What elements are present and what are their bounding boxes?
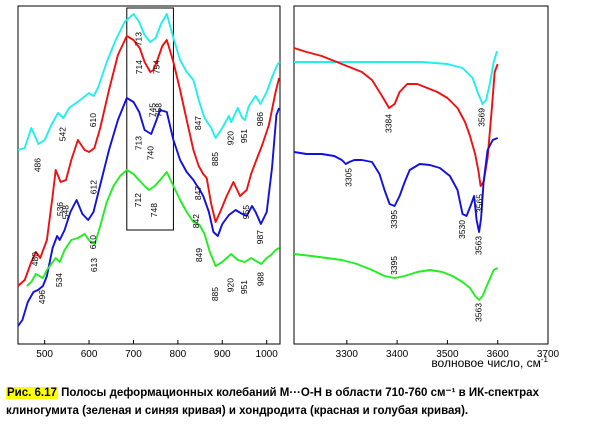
peak-label: 3569 <box>476 108 486 127</box>
right-series-green <box>293 253 499 301</box>
right-panel: 3300 3400 3500 3600 3700 3384 3569 3305 3565 3395… <box>293 5 560 360</box>
left-x-tick: 500 <box>36 340 53 360</box>
x-axis-title-superscript: -1 <box>541 355 549 364</box>
peak-label: 3563 <box>473 236 483 255</box>
figure-number: Рис. 6.17 <box>6 387 58 399</box>
peak-label: 986 <box>255 112 265 126</box>
peak-label: 951 <box>239 129 249 143</box>
peak-label: 534 <box>54 273 64 287</box>
right-series-red <box>293 47 499 187</box>
peak-label: 480 <box>30 252 40 266</box>
left-series-blue <box>17 97 280 327</box>
peak-label: 847 <box>193 116 203 130</box>
peak-label: 3563 <box>473 303 483 322</box>
left-series-green <box>26 169 280 287</box>
peak-label: 3395 <box>389 210 399 229</box>
peak-label: 610 <box>88 235 98 249</box>
x-tick-label: 1000 <box>256 349 279 360</box>
x-tick-label: 3700 <box>537 349 560 360</box>
peak-label: 3565 <box>474 194 484 213</box>
right-x-tick: 3600 <box>487 340 510 360</box>
right-x-tick: 3300 <box>336 340 359 360</box>
left-plot-frame <box>17 5 281 345</box>
peak-label: 920 <box>225 131 235 145</box>
highlight-region-box <box>126 7 174 231</box>
x-tick-label: 700 <box>125 349 142 360</box>
x-axis-title: волновое число, см-1 <box>431 355 548 370</box>
peak-label: 3305 <box>344 168 354 187</box>
peak-label: 745 <box>148 103 158 117</box>
caption-text: Полосы деформационных колебаний M···O-H … <box>6 387 539 417</box>
x-axis-title-text: волновое число, см <box>431 356 541 370</box>
peak-label: 847 <box>193 186 203 200</box>
peak-label: 548 <box>60 205 70 219</box>
peak-label: 754 <box>152 60 162 74</box>
x-tick-label: 500 <box>36 349 53 360</box>
x-tick-label: 3500 <box>436 349 459 360</box>
right-plot-frame <box>293 5 549 345</box>
peak-label: 3384 <box>383 114 393 133</box>
right-x-tick: 3400 <box>386 340 409 360</box>
peak-label: 885 <box>210 152 220 166</box>
peak-label: 3395 <box>389 256 399 275</box>
x-tick-label: 900 <box>214 349 231 360</box>
peak-label: 486 <box>33 158 43 172</box>
peak-label: 536 <box>55 202 65 216</box>
peak-label: 610 <box>88 113 98 127</box>
left-x-tick: 700 <box>125 340 142 360</box>
peak-label: 951 <box>239 280 249 294</box>
x-tick-label: 600 <box>81 349 98 360</box>
peak-label: 542 <box>58 127 68 141</box>
peak-label: 987 <box>255 230 265 244</box>
peak-label: 849 <box>194 248 204 262</box>
peak-label: 496 <box>37 290 47 304</box>
figure-caption: Рис. 6.17 Полосы деформационных колебани… <box>6 384 602 420</box>
peak-label: 3530 <box>457 220 467 239</box>
right-x-tick: 3700 <box>537 340 560 360</box>
peak-label: 885 <box>210 287 220 301</box>
peak-label: 612 <box>89 180 99 194</box>
x-tick-label: 3400 <box>386 349 409 360</box>
peak-label: 712 <box>133 193 143 207</box>
peak-label: 613 <box>89 258 99 272</box>
right-series-blue <box>293 137 499 233</box>
peak-label: 758 <box>153 103 163 117</box>
peak-label: 955 <box>241 205 251 219</box>
peak-label: 920 <box>225 278 235 292</box>
peak-label: 988 <box>256 272 266 286</box>
x-tick-label: 3300 <box>336 349 359 360</box>
left-x-tick: 600 <box>81 340 98 360</box>
left-series-cyan <box>17 13 281 151</box>
x-tick-label: 800 <box>170 349 187 360</box>
peak-label: 748 <box>149 203 159 217</box>
left-x-tick: 1000 <box>256 340 279 360</box>
left-x-tick: 900 <box>214 340 231 360</box>
x-tick-label: 3600 <box>487 349 510 360</box>
peak-label: 713 <box>133 32 143 46</box>
right-series-cyan <box>294 51 498 105</box>
left-x-tick: 800 <box>170 340 187 360</box>
peak-label: 713 <box>133 136 143 150</box>
left-series-red <box>17 35 281 287</box>
peak-label: 740 <box>145 146 155 160</box>
peak-label: 714 <box>134 60 144 74</box>
peak-label: 842 <box>191 214 201 228</box>
right-x-tick: 3500 <box>436 340 459 360</box>
